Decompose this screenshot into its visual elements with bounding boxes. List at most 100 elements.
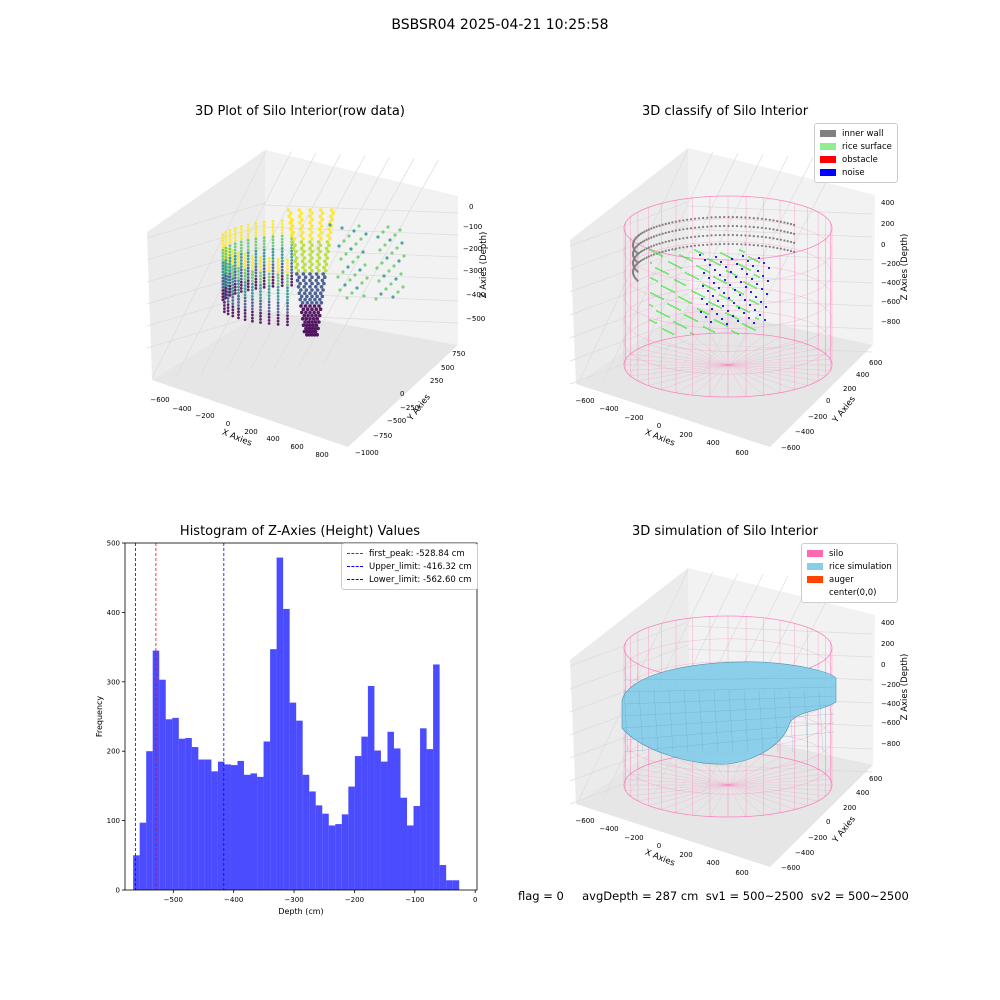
classify-noise-point bbox=[705, 316, 707, 318]
raw-point bbox=[310, 301, 314, 305]
classify-inner-wall-point bbox=[661, 241, 664, 244]
raw-point bbox=[318, 214, 323, 219]
simulation-mesh-line bbox=[623, 695, 835, 705]
raw-x-tick-label: −600 bbox=[150, 396, 169, 404]
raw-point bbox=[259, 271, 262, 275]
raw-point bbox=[286, 264, 289, 268]
classify-rice-surface-point bbox=[721, 295, 723, 297]
classify-silo-spoke bbox=[630, 353, 729, 366]
classify-noise-point bbox=[767, 280, 769, 282]
raw-point bbox=[358, 268, 362, 272]
raw-point bbox=[267, 291, 271, 294]
classify-x-tick-label: −200 bbox=[624, 414, 643, 422]
classify-rice-surface-point bbox=[699, 309, 701, 311]
raw-point bbox=[280, 243, 284, 247]
raw-point bbox=[228, 278, 232, 282]
classify-rice-surface-point bbox=[659, 269, 661, 271]
raw-point bbox=[320, 217, 325, 222]
raw-point bbox=[311, 317, 316, 321]
raw-point bbox=[286, 311, 289, 314]
raw-point bbox=[246, 279, 250, 282]
classify-rice-surface-point bbox=[700, 252, 702, 254]
raw-point bbox=[327, 227, 331, 231]
classify-inner-wall-point bbox=[655, 243, 658, 246]
raw-point bbox=[286, 298, 289, 302]
classify-inner-wall-point bbox=[744, 234, 747, 237]
classify-inner-wall-point bbox=[678, 219, 681, 222]
simulation-silo-spoke bbox=[727, 784, 819, 802]
classify-inner-wall-point bbox=[783, 221, 786, 224]
raw-point bbox=[243, 268, 247, 272]
classify-inner-wall-point bbox=[693, 226, 697, 229]
classify-inner-wall-point bbox=[639, 250, 642, 253]
classify-noise-point bbox=[700, 311, 702, 313]
histogram-bar bbox=[446, 880, 453, 890]
raw-point bbox=[317, 256, 322, 260]
raw-point bbox=[322, 281, 326, 286]
raw-point bbox=[313, 329, 318, 334]
raw-point bbox=[276, 273, 280, 277]
classify-rice-surface-point bbox=[725, 297, 727, 299]
raw-point bbox=[233, 282, 237, 286]
classify-rice-surface-point bbox=[684, 299, 686, 301]
raw-point bbox=[318, 297, 322, 302]
classify-rice-surface-point bbox=[715, 277, 717, 279]
raw-point bbox=[280, 240, 284, 244]
classify-rice-surface-point bbox=[680, 267, 682, 269]
raw-point bbox=[328, 237, 332, 241]
simulation-x-axis-label: X Axies bbox=[643, 848, 676, 869]
raw-point bbox=[239, 237, 243, 241]
raw-point bbox=[231, 292, 235, 296]
classify-inner-wall-point bbox=[689, 218, 693, 221]
raw-point bbox=[304, 326, 308, 331]
histogram-bar bbox=[283, 608, 290, 890]
classify-inner-wall-point bbox=[638, 234, 641, 237]
simulation-x-tick-label: 0 bbox=[657, 842, 661, 850]
raw-point bbox=[323, 253, 328, 257]
raw-point bbox=[246, 257, 250, 261]
raw-point bbox=[259, 265, 262, 269]
classify-inner-wall-point bbox=[718, 243, 722, 246]
raw-point bbox=[233, 248, 237, 252]
classify-rice-surface-point bbox=[756, 260, 758, 262]
raw-point-cloud bbox=[221, 208, 406, 337]
classify-noise-point bbox=[723, 292, 725, 294]
classify-rice-surface-point bbox=[708, 271, 710, 273]
raw-y-tick-label: 250 bbox=[430, 377, 443, 385]
raw-y-tick-label: 0 bbox=[400, 390, 404, 398]
classify-rice-surface-point bbox=[745, 282, 747, 284]
classify-inner-wall-point bbox=[671, 221, 674, 224]
classify-z-axis-label: Z Axies (Depth) bbox=[900, 234, 910, 301]
simulation-silo-spoke bbox=[637, 768, 729, 786]
raw-point bbox=[280, 234, 284, 238]
raw-point bbox=[280, 265, 284, 269]
classify-noise-point bbox=[719, 274, 721, 276]
raw-point bbox=[233, 276, 237, 280]
raw-point bbox=[259, 296, 262, 300]
raw-point bbox=[246, 260, 250, 264]
histogram-bar bbox=[146, 751, 153, 890]
raw-point bbox=[267, 319, 271, 322]
raw-point bbox=[231, 252, 235, 256]
raw-point bbox=[313, 326, 317, 331]
classify-rice-surface-point bbox=[758, 276, 760, 278]
raw-point bbox=[294, 265, 298, 270]
raw-point bbox=[271, 278, 275, 282]
classify-inner-wall-point bbox=[727, 215, 730, 219]
raw-point bbox=[380, 261, 384, 265]
raw-point bbox=[344, 252, 348, 256]
raw-point bbox=[224, 246, 228, 250]
raw-point bbox=[391, 295, 395, 299]
raw-point bbox=[239, 240, 243, 244]
raw-point bbox=[308, 291, 312, 296]
raw-x-tick-label: 400 bbox=[266, 435, 279, 443]
classify-rice-surface-point bbox=[711, 330, 713, 332]
raw-point bbox=[310, 230, 314, 235]
legend-label: center(0,0) bbox=[829, 587, 877, 598]
raw-point bbox=[239, 265, 243, 269]
raw-point bbox=[302, 329, 307, 334]
raw-point bbox=[243, 259, 247, 263]
raw-point bbox=[246, 226, 250, 230]
classify-rice-surface-point bbox=[661, 255, 663, 257]
raw-point bbox=[271, 284, 275, 288]
